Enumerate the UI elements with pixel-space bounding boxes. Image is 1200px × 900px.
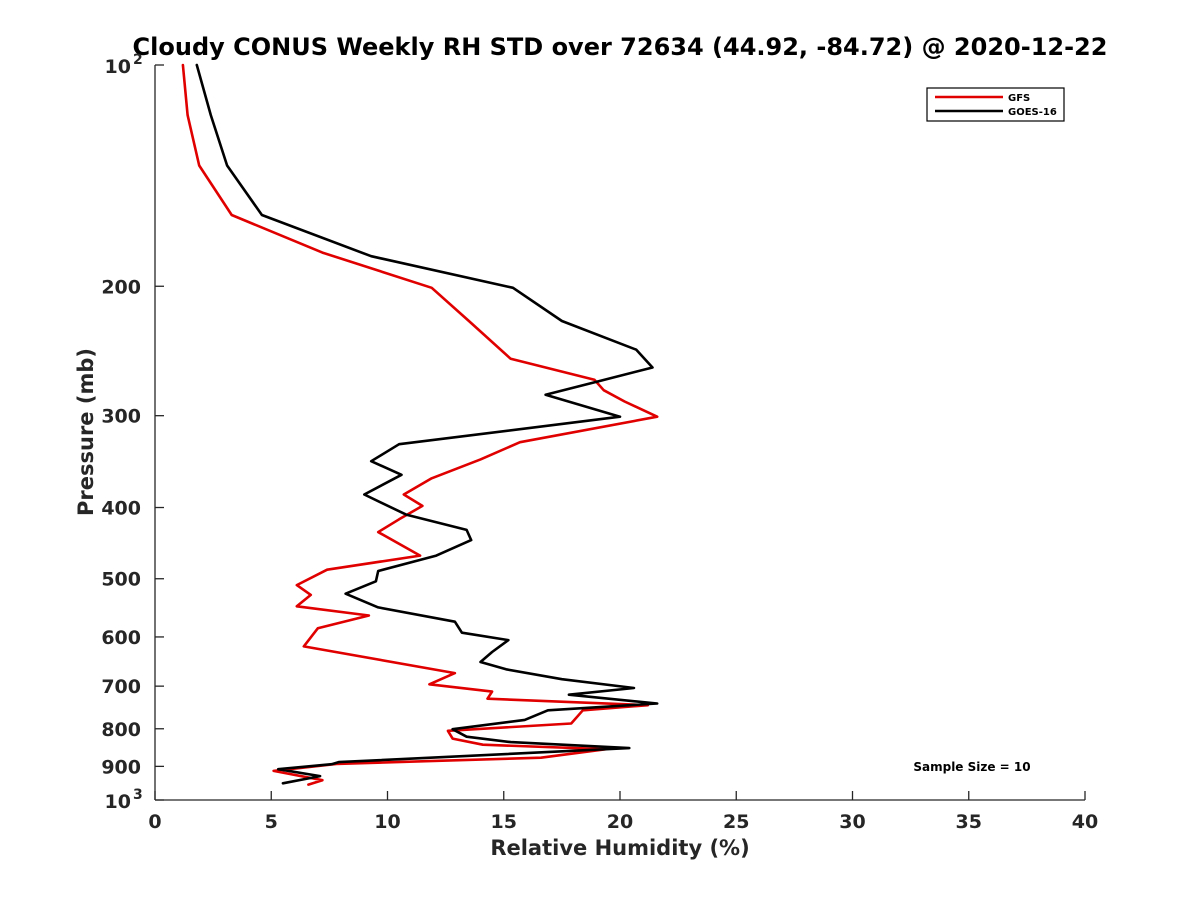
chart-title: Cloudy CONUS Weekly RH STD over 72634 (4… [133,33,1108,61]
x-tick-label: 25 [723,811,749,833]
y-tick-label: 600 [101,627,141,649]
legend-label-goes16: GOES-16 [1008,107,1057,118]
y-tick-label: 800 [101,719,141,741]
x-tick-label: 40 [1072,811,1098,833]
x-tick-label: 30 [839,811,865,833]
legend-label-gfs: GFS [1008,93,1030,104]
y-tick-label: 500 [101,569,141,591]
y-tick-exponent: 2 [133,52,143,68]
legend-box [926,87,1065,122]
x-tick-group: 0 5 10 15 20 25 30 35 40 [148,791,1098,833]
x-tick-label: 5 [265,811,278,833]
x-tick-label: 0 [148,811,161,833]
x-tick-label: 20 [607,811,633,833]
x-tick-label: 15 [491,811,517,833]
sample-size-annotation: Sample Size = 10 [913,760,1030,774]
x-tick-label: 35 [956,811,982,833]
y-axis-label: Pressure (mb) [74,348,98,516]
y-tick-label: 10 [105,56,131,78]
y-tick-label: 300 [101,406,141,428]
y-tick-label: 900 [101,756,141,778]
legend: GFS GOES-16 [926,87,1065,122]
y-tick-label: 200 [101,276,141,298]
y-tick-label: 10 [105,791,131,813]
x-tick-label: 10 [374,811,400,833]
series-line-goes16 [195,63,659,785]
series-layer [181,63,659,786]
y-tick-label: 700 [101,676,141,698]
y-tick-label: 400 [101,498,141,520]
x-axis-label: Relative Humidity (%) [490,836,749,860]
series-line-gfs [181,63,659,786]
y-tick-exponent: 3 [133,787,143,803]
